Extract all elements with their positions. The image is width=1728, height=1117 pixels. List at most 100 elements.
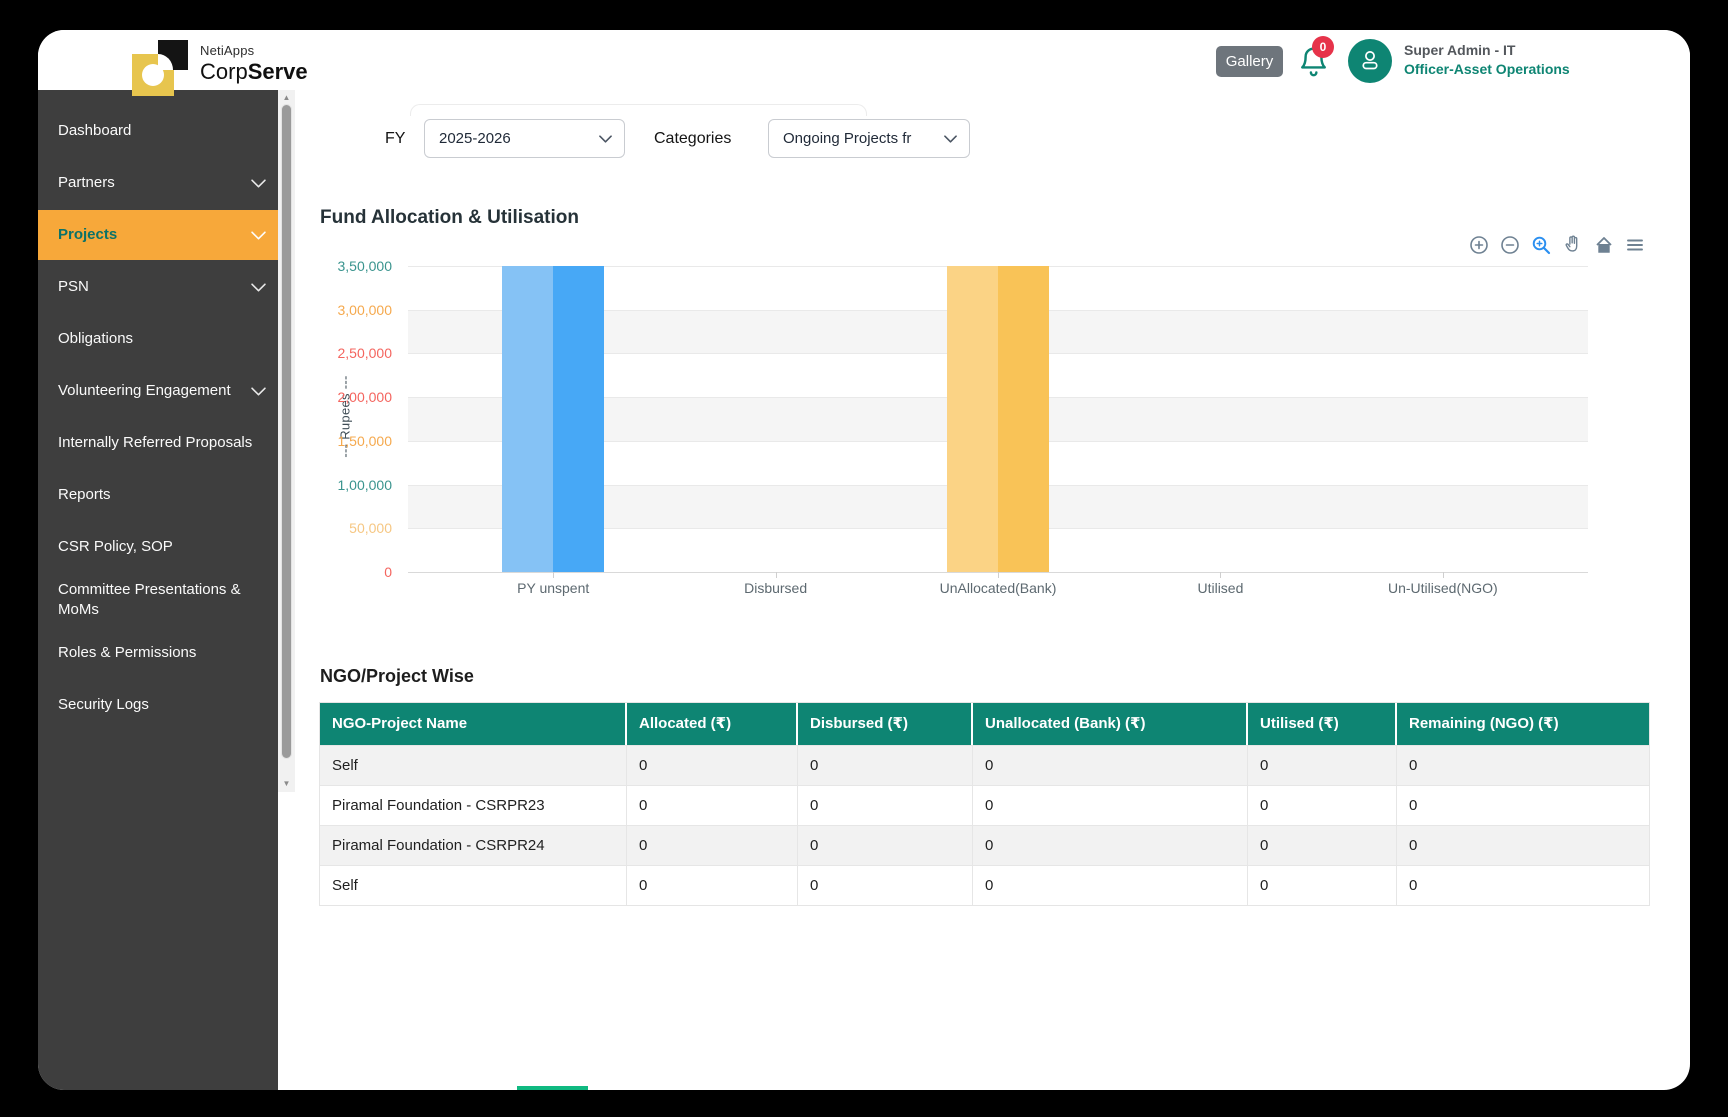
- chart-category-slot-unallocated-bank: [887, 266, 1109, 578]
- table-cell: 0: [627, 865, 798, 905]
- sidebar-item-internally-referred-proposals[interactable]: Internally Referred Proposals: [38, 418, 278, 468]
- sidebar-item-security-logs[interactable]: Security Logs: [38, 680, 278, 730]
- sidebar-item-projects[interactable]: Projects: [38, 210, 278, 260]
- chart-category-slot-disbursed: [664, 266, 886, 578]
- table-row: Self 0 0 0 0 0: [320, 865, 1649, 905]
- fy-select-value: 2025-2026: [439, 130, 511, 147]
- zoom-in-icon[interactable]: [1469, 235, 1489, 255]
- menu-icon[interactable]: [1625, 235, 1645, 255]
- y-axis-tick-label: 3,50,000: [337, 258, 393, 274]
- sidebar-scrollbar[interactable]: ▲ ▼: [278, 90, 295, 792]
- y-axis-tick-label: 2,50,000: [337, 345, 393, 362]
- sidebar-item-committee-presentations-moms[interactable]: Committee Presentations & MoMs: [38, 574, 278, 626]
- cropped-card-edge: [410, 104, 867, 116]
- bar-unallocated-bank-light[interactable]: [947, 266, 999, 572]
- user-role: Officer-Asset Operations: [1404, 61, 1570, 77]
- y-axis-tick-label: 1,50,000: [337, 432, 393, 449]
- x-axis-label-utilised: Utilised: [1197, 580, 1244, 596]
- table-cell: 0: [798, 745, 973, 785]
- categories-select[interactable]: Ongoing Projects fr: [768, 119, 970, 158]
- brand-text: NetiApps CorpServe: [200, 43, 308, 85]
- table-row: Self 0 0 0 0 0: [320, 745, 1649, 785]
- person-icon: [1357, 46, 1383, 77]
- table-row: Piramal Foundation - CSRPR23 0 0 0 0 0: [320, 785, 1649, 825]
- brand-logo-icon: [132, 40, 190, 96]
- chevron-down-icon: [251, 386, 266, 396]
- sidebar-item-csr-policy-sop[interactable]: CSR Policy, SOP: [38, 522, 278, 572]
- sidebar-item-label: Obligations: [58, 330, 134, 347]
- table-cell: 0: [1397, 865, 1649, 905]
- bar-py-unspent-light[interactable]: [502, 266, 554, 572]
- sidebar-item-label: CSR Policy, SOP: [58, 538, 173, 555]
- table-cell: 0: [1397, 825, 1649, 865]
- brand-product-name: CorpServe: [200, 59, 308, 85]
- categories-select-value: Ongoing Projects fr: [783, 130, 912, 147]
- avatar[interactable]: [1348, 39, 1392, 83]
- sidebar-item-label: Committee Presentations & MoMs: [58, 581, 241, 618]
- sidebar-item-roles-permissions[interactable]: Roles & Permissions: [38, 628, 278, 678]
- sidebar-item-dashboard[interactable]: Dashboard: [38, 106, 278, 156]
- pan-hand-icon[interactable]: [1562, 234, 1583, 255]
- table-cell: Self: [320, 745, 627, 785]
- sidebar-item-partners[interactable]: Partners: [38, 158, 278, 208]
- table-cell: 0: [1397, 745, 1649, 785]
- table-cell: Piramal Foundation - CSRPR23: [320, 785, 627, 825]
- table-cell: 0: [798, 865, 973, 905]
- bell-icon: [1298, 47, 1329, 84]
- y-axis-tick-label: 50,000: [349, 520, 392, 537]
- sidebar-item-label: Roles & Permissions: [58, 644, 197, 661]
- fy-select[interactable]: 2025-2026: [424, 119, 625, 158]
- x-axis-tick: [553, 572, 555, 578]
- bar-py-unspent-dark[interactable]: [553, 266, 605, 572]
- scrollbar-up-arrow-icon[interactable]: ▲: [282, 93, 291, 102]
- chevron-down-icon: [251, 282, 266, 292]
- home-reset-icon[interactable]: [1594, 235, 1614, 255]
- table-cell: 0: [1248, 745, 1397, 785]
- table-title: NGO/Project Wise: [320, 666, 474, 686]
- x-axis-tick: [998, 572, 1000, 578]
- chevron-down-icon: [251, 230, 266, 240]
- y-axis: 3,50,000 3,00,000 2,50,000 2,00,000 1,50,000…: [288, 258, 400, 580]
- scrollbar-thumb[interactable]: [281, 104, 292, 759]
- brand-product-bold: Serve: [247, 59, 308, 84]
- user-name: Super Admin - IT: [1404, 42, 1516, 58]
- sidebar-item-reports[interactable]: Reports: [38, 470, 278, 520]
- scrollbar-down-arrow-icon[interactable]: ▼: [282, 779, 291, 788]
- sidebar-item-volunteering-engagement[interactable]: Volunteering Engagement: [38, 366, 278, 416]
- notifications-button[interactable]: 0: [1298, 36, 1334, 84]
- table-header-row: NGO-Project Name Allocated (₹) Disbursed (…: [320, 703, 1649, 745]
- notification-badge: 0: [1312, 36, 1334, 58]
- brand-product-regular: Corp: [200, 59, 248, 84]
- gallery-button[interactable]: Gallery: [1216, 46, 1283, 77]
- selection-zoom-icon[interactable]: [1531, 235, 1551, 255]
- table-cell: 0: [627, 745, 798, 785]
- categories-label: Categories: [654, 130, 732, 147]
- x-axis-line: [408, 572, 1588, 573]
- chevron-down-icon: [251, 178, 266, 188]
- sidebar-item-label: Dashboard: [58, 122, 132, 139]
- table-cell: 0: [627, 825, 798, 865]
- table-row: Piramal Foundation - CSRPR24 0 0 0 0 0: [320, 825, 1649, 865]
- zoom-out-icon[interactable]: [1500, 235, 1520, 255]
- table-cell: 0: [1248, 785, 1397, 825]
- chart-category-slot-utilised: [1109, 266, 1331, 578]
- y-axis-tick-label: 1,00,000: [337, 476, 393, 493]
- top-header: NetiApps CorpServe Gallery 0 Super Admin: [38, 30, 1690, 96]
- x-axis-label-disbursed: Disbursed: [744, 580, 808, 596]
- table-cell: 0: [1248, 825, 1397, 865]
- table-cell: 0: [627, 785, 798, 825]
- sidebar-item-obligations[interactable]: Obligations: [38, 314, 278, 364]
- chart-title: Fund Allocation & Utilisation: [320, 207, 579, 228]
- chart-category-slot-py-unspent: [442, 266, 664, 578]
- sidebar-item-label: Projects: [58, 226, 118, 243]
- sidebar-item-label: Security Logs: [58, 696, 149, 713]
- sidebar-item-psn[interactable]: PSN: [38, 262, 278, 312]
- x-axis-tick: [1442, 572, 1444, 578]
- bar-unallocated-bank-dark[interactable]: [998, 266, 1050, 572]
- table-cell: 0: [973, 825, 1248, 865]
- user-info: Super Admin - IT Officer-Asset Operation…: [1404, 42, 1570, 77]
- cropped-green-element: [517, 1086, 588, 1090]
- x-axis-label-unallocated-bank: UnAllocated(Bank): [939, 580, 1057, 596]
- table-body: Self 0 0 0 0 0 Piramal Foundation - CSRPR23 0 0 0…: [320, 745, 1649, 905]
- table-cell: 0: [798, 825, 973, 865]
